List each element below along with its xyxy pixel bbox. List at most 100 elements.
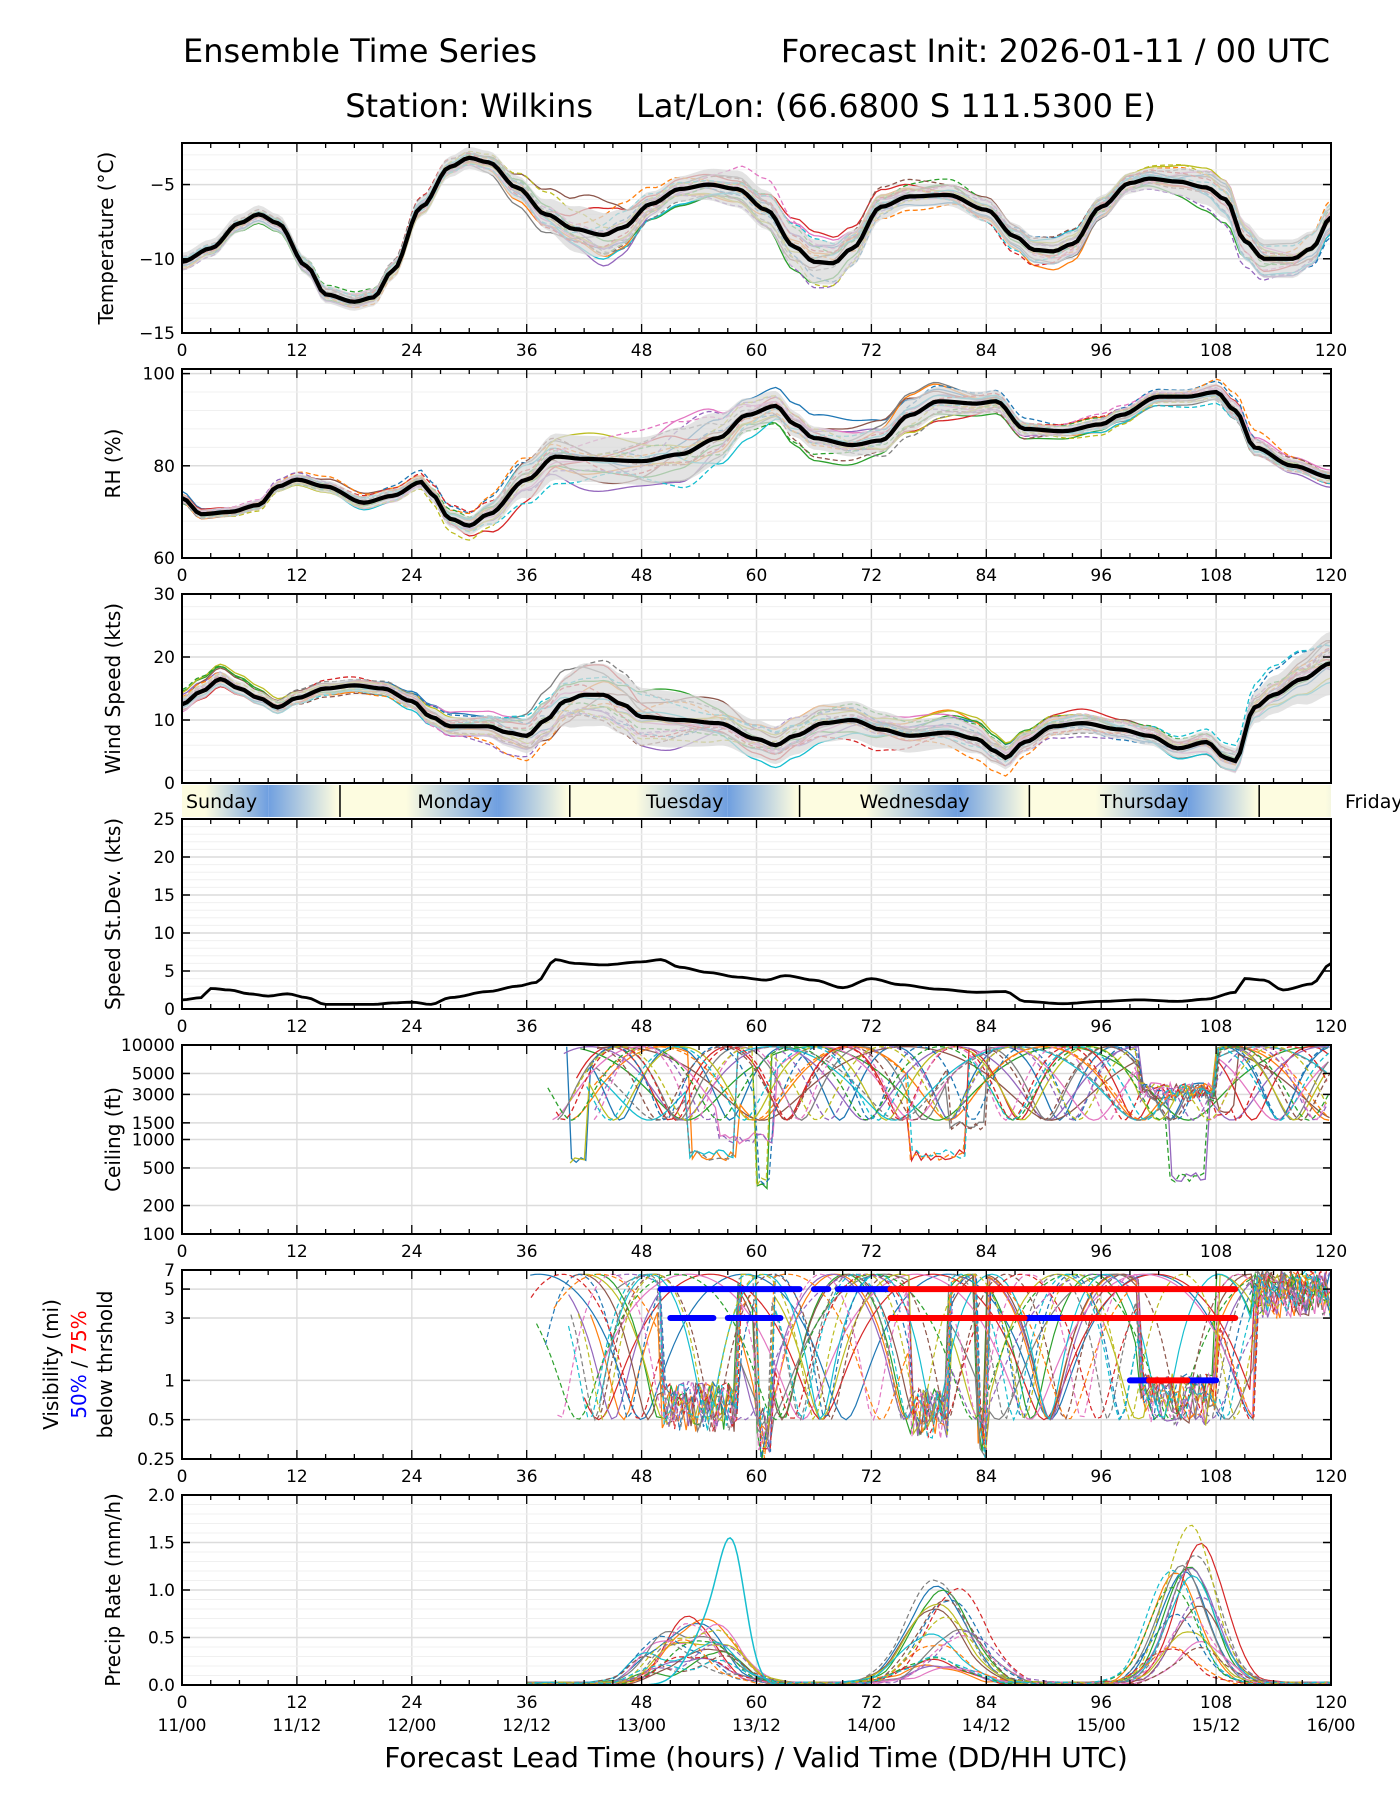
- stdev-xtick-label: 12: [286, 1017, 308, 1037]
- ceiling-ytick-label: 3000: [132, 1085, 175, 1105]
- grid-ceiling: [181, 1044, 1332, 1235]
- temp-mean-line: [182, 155, 1331, 304]
- rh-ytick-label: 100: [143, 365, 175, 385]
- stdev-xtick-label: 36: [516, 1017, 538, 1037]
- wind-member-line: [182, 662, 1331, 754]
- ceiling-member-line: [569, 1046, 1327, 1189]
- wind-ytick-label: 0: [164, 774, 175, 794]
- stdev-ylabel: Speed St.Dev. (kts): [101, 818, 125, 1010]
- stdev-xtick-label: 120: [1315, 1017, 1347, 1037]
- ceiling-member-line: [597, 1046, 1331, 1131]
- valid-time-label: 14/12: [962, 1716, 1011, 1736]
- plot-ceiling: [547, 1046, 1331, 1190]
- plot-precip: [526, 1524, 1331, 1685]
- temp-xtick-label: 120: [1315, 341, 1347, 361]
- stdev-xtick-label: 60: [746, 1017, 768, 1037]
- rh-xtick-label: 24: [401, 566, 423, 586]
- plot-rh: [182, 378, 1331, 541]
- valid-time-label: 16/00: [1307, 1716, 1356, 1736]
- stdev-xtick-label: 0: [177, 1017, 188, 1037]
- valid-time-label: 15/00: [1077, 1716, 1126, 1736]
- temp-xtick-label: 0: [177, 341, 188, 361]
- temp-xtick-label: 48: [631, 341, 653, 361]
- wind-ytick-label: 10: [153, 711, 175, 731]
- stdev-ytick-label: 5: [164, 962, 175, 982]
- vis-member-line: [615, 1270, 1331, 1459]
- vis-ytick-label: 3: [164, 1309, 175, 1329]
- ceiling-xtick-label: 60: [746, 1242, 768, 1262]
- ceiling-xtick-label: 0: [177, 1242, 188, 1262]
- legend-75pct: 75%: [67, 1310, 91, 1354]
- ceiling-member-line: [589, 1046, 1328, 1161]
- ceiling-xtick-label: 96: [1090, 1242, 1112, 1262]
- panels: −15−10−50 12 24 36 48 60 72 84 96 108 120Temperatu…: [39, 142, 1356, 1736]
- vis-ylabel-sub: below thrshold: [93, 1291, 117, 1439]
- precip-member-line: [526, 1572, 1331, 1685]
- vis-xtick-label: 12: [286, 1467, 308, 1487]
- vis-ytick-label: 1: [164, 1371, 175, 1391]
- stdev-ytick-label: 10: [153, 924, 175, 944]
- precip-ytick-label: 1.5: [148, 1534, 175, 1554]
- ceiling-ylabel: Ceiling (ft): [101, 1087, 125, 1192]
- x-axis-label: Forecast Lead Time (hours) / Valid Time …: [384, 1741, 1128, 1774]
- rh-xtick-label: 120: [1315, 566, 1347, 586]
- rh-mean-line: [182, 389, 1331, 528]
- valid-time-label: 13/12: [732, 1716, 781, 1736]
- precip-member-line: [526, 1575, 1331, 1685]
- temp-ytick-label: −15: [139, 324, 175, 344]
- precip-member-line: [526, 1524, 1331, 1685]
- title-right: Forecast Init: 2026-01-11 / 00 UTC: [781, 32, 1330, 70]
- temp-xtick-label: 72: [861, 341, 883, 361]
- panel-rh: 60 80 100 0 12 24 36 48 60 72 84 96 108 120 RH (%): [101, 365, 1347, 586]
- day-bar: Sunday Monday Tuesday Wednesday Thursday Frid…: [182, 785, 1400, 817]
- ceiling-xtick-label: 48: [631, 1242, 653, 1262]
- stdev-mean-line: [182, 958, 1331, 1006]
- temp-xtick-label: 108: [1200, 341, 1232, 361]
- precip-member-line: [526, 1599, 1331, 1685]
- station-name: Station: Wilkins: [345, 87, 593, 125]
- vis-xtick-label: 108: [1200, 1467, 1232, 1487]
- rh-ytick-label: 60: [153, 549, 175, 569]
- temp-xtick-label: 12: [286, 341, 308, 361]
- precip-xtick-label: 84: [975, 1693, 997, 1713]
- stdev-ytick-label: 25: [153, 810, 175, 830]
- panel-temp: −15 −10 −5 0 12 24 36 48 60 72 84 96 108 120 Temperatu…: [94, 142, 1347, 361]
- day-segment: [182, 785, 269, 817]
- legend-separator: /: [67, 1355, 91, 1374]
- precip-xtick-label: 72: [861, 1693, 883, 1713]
- precip-member-line: [526, 1569, 1331, 1685]
- precip-ytick-label: 2.0: [148, 1486, 175, 1506]
- precip-xtick-label: 24: [401, 1693, 423, 1713]
- temp-ytick-label: −5: [150, 176, 175, 196]
- panel-precip: 0.0 0.5 1.0 1.5 2.0 0 12 24 36 48 60 72 84 96 108 120 11…: [101, 1486, 1356, 1736]
- ceiling-xtick-label: 120: [1315, 1242, 1347, 1262]
- ceiling-ytick-label: 500: [143, 1159, 175, 1179]
- ceiling-member-line: [580, 1046, 1328, 1190]
- plot-temp: [182, 146, 1331, 311]
- temp-xtick-label: 60: [746, 341, 768, 361]
- temp-xtick-label: 96: [1090, 341, 1112, 361]
- vis-xtick-label: 0: [177, 1467, 188, 1487]
- station-latlon: Lat/Lon: (66.6800 S 111.5300 E): [636, 87, 1156, 125]
- precip-member-line: [526, 1599, 1331, 1685]
- ceiling-xtick-label: 24: [401, 1242, 423, 1262]
- plot-vis: [530, 1270, 1331, 1459]
- ceiling-ytick-label: 5000: [132, 1064, 175, 1084]
- day-label-tuesday: Tuesday: [645, 791, 723, 813]
- vis-xtick-label: 24: [401, 1467, 423, 1487]
- precip-xtick-label: 12: [286, 1693, 308, 1713]
- vis-threshold-legend: 50% / 75%: [67, 1310, 91, 1418]
- ceiling-ytick-label: 1000: [132, 1131, 175, 1151]
- day-segment: [497, 785, 728, 817]
- precip-xtick-label: 36: [516, 1693, 538, 1713]
- vis-xtick-label: 36: [516, 1467, 538, 1487]
- day-label-sunday: Sunday: [186, 791, 257, 813]
- day-segment: [268, 785, 498, 817]
- rh-xtick-label: 12: [286, 566, 308, 586]
- ceiling-xtick-label: 36: [516, 1242, 538, 1262]
- stdev-ytick-label: 0: [164, 1000, 175, 1020]
- ceiling-ytick-label: 10000: [121, 1036, 175, 1056]
- vis-xtick-label: 96: [1090, 1467, 1112, 1487]
- plot-stdev: [182, 958, 1331, 1006]
